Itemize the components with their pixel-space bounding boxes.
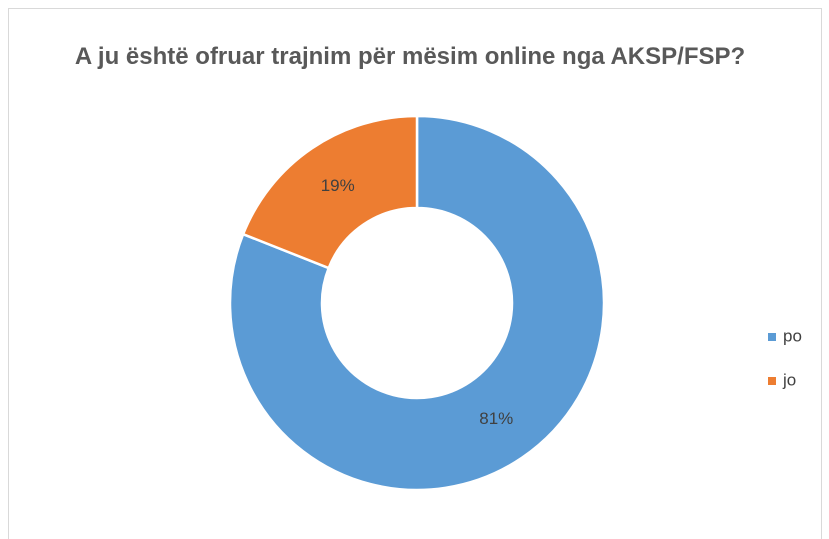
data-label: 19% [321, 176, 355, 195]
donut-slice [228, 114, 606, 492]
chart-title: A ju është ofruar trajnim për mësim onli… [74, 43, 746, 70]
legend-label: jo [782, 370, 796, 389]
donut-slice [241, 114, 419, 270]
legend-swatch [768, 333, 776, 341]
legend-label: po [783, 326, 802, 345]
legend-swatch [768, 377, 776, 385]
data-label: 81% [479, 409, 513, 428]
